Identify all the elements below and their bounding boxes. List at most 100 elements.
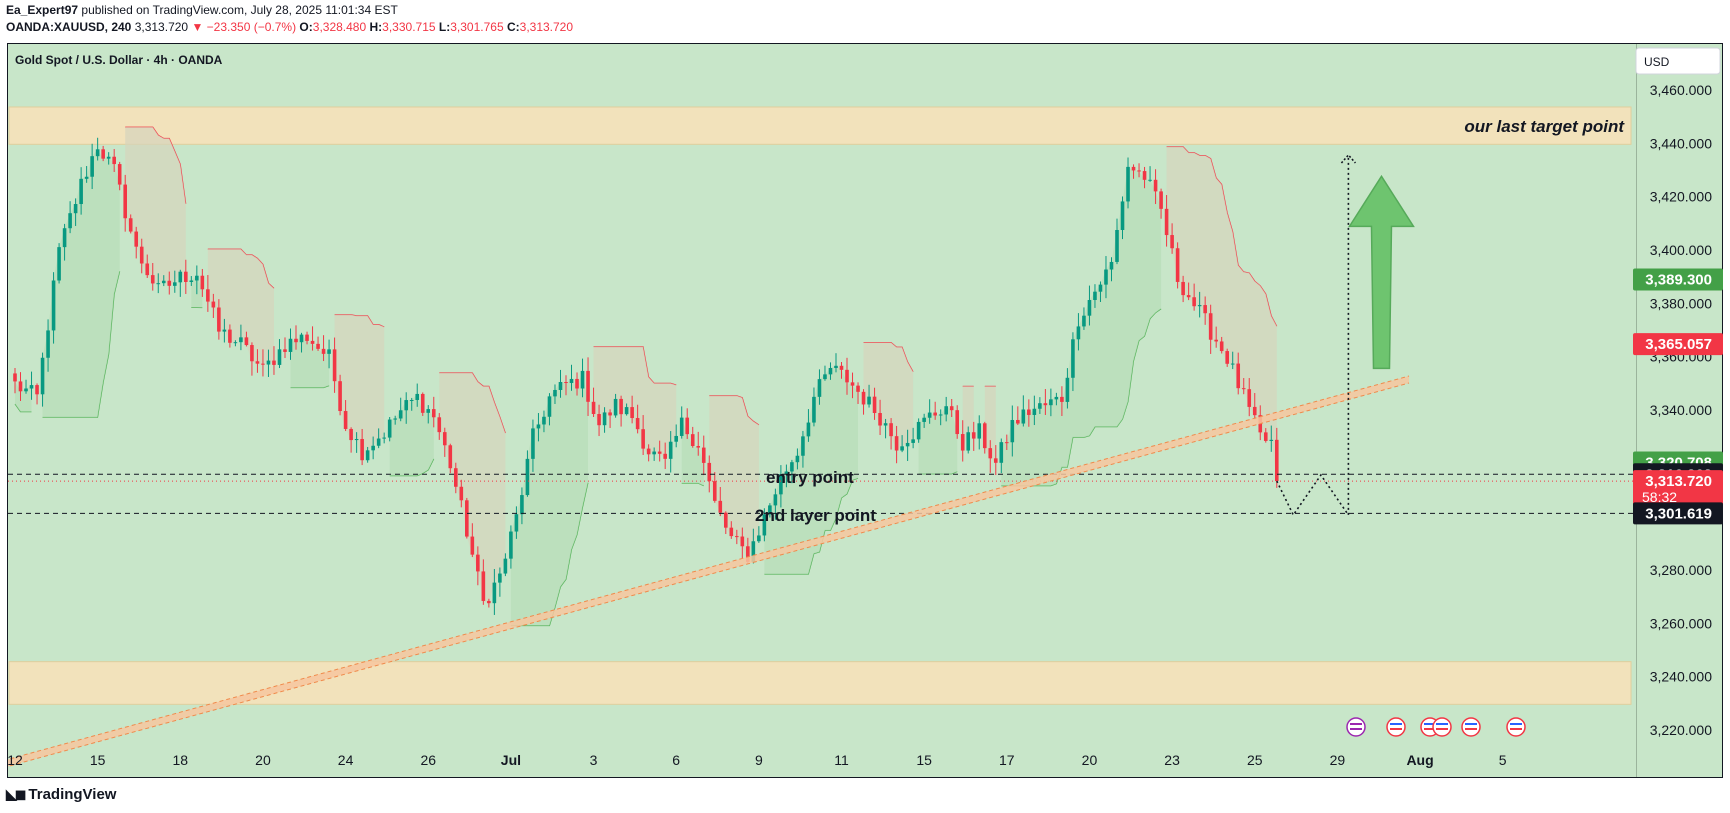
candle[interactable] xyxy=(1263,428,1268,443)
candle[interactable] xyxy=(613,393,618,418)
candle-body[interactable] xyxy=(376,438,381,446)
candle[interactable] xyxy=(200,268,205,297)
candle-body[interactable] xyxy=(426,409,431,413)
candle-body[interactable] xyxy=(1016,419,1020,424)
candle-body[interactable] xyxy=(624,407,629,415)
candle[interactable] xyxy=(327,339,331,369)
candle-body[interactable] xyxy=(1109,261,1114,270)
candle[interactable] xyxy=(608,409,612,428)
candle[interactable] xyxy=(266,349,271,377)
candle-body[interactable] xyxy=(261,363,265,365)
candle-body[interactable] xyxy=(966,432,971,451)
candle-body[interactable] xyxy=(338,381,342,412)
candle[interactable] xyxy=(823,365,827,381)
candle-body[interactable] xyxy=(641,429,645,449)
candle[interactable] xyxy=(1208,304,1213,354)
candle[interactable] xyxy=(178,269,183,297)
candle-body[interactable] xyxy=(310,340,315,344)
candle[interactable] xyxy=(167,271,172,295)
candle-body[interactable] xyxy=(1137,170,1141,172)
candle[interactable] xyxy=(1225,348,1229,367)
candle-body[interactable] xyxy=(299,334,304,343)
candle-body[interactable] xyxy=(288,338,293,352)
candle-body[interactable] xyxy=(13,373,17,382)
candle[interactable] xyxy=(360,428,364,466)
candle[interactable] xyxy=(867,384,871,408)
candle[interactable] xyxy=(712,472,717,503)
candle-body[interactable] xyxy=(960,434,965,451)
candle[interactable] xyxy=(1175,242,1180,289)
candle-body[interactable] xyxy=(1065,377,1070,402)
candle-body[interactable] xyxy=(602,412,607,426)
candle-body[interactable] xyxy=(1153,179,1158,192)
candle[interactable] xyxy=(1071,332,1075,392)
candle[interactable] xyxy=(1005,434,1009,451)
candle-body[interactable] xyxy=(239,337,243,343)
candle-body[interactable] xyxy=(723,512,728,528)
candle-body[interactable] xyxy=(525,458,530,496)
candle[interactable] xyxy=(718,486,723,517)
candle[interactable] xyxy=(1043,388,1048,415)
candle[interactable] xyxy=(988,440,993,473)
candle-body[interactable] xyxy=(1197,305,1202,307)
candle[interactable] xyxy=(1181,275,1185,303)
candle[interactable] xyxy=(354,432,359,453)
candle[interactable] xyxy=(184,259,188,294)
candle-body[interactable] xyxy=(707,462,712,482)
candle[interactable] xyxy=(498,567,502,597)
candle-body[interactable] xyxy=(106,156,111,159)
candle[interactable] xyxy=(1115,218,1119,265)
candle[interactable] xyxy=(630,395,634,424)
candle[interactable] xyxy=(735,529,739,545)
candle-body[interactable] xyxy=(740,536,745,547)
candle-body[interactable] xyxy=(189,280,194,282)
candle-body[interactable] xyxy=(828,367,833,375)
candle-body[interactable] xyxy=(459,486,464,501)
candle[interactable] xyxy=(51,272,56,344)
candle[interactable] xyxy=(128,214,133,234)
dividend-event-icon[interactable] xyxy=(1346,717,1366,737)
candle[interactable] xyxy=(564,375,568,396)
candle[interactable] xyxy=(1104,256,1108,299)
candle[interactable] xyxy=(894,425,899,464)
candle[interactable] xyxy=(24,379,28,394)
candle-body[interactable] xyxy=(553,389,557,397)
candle-body[interactable] xyxy=(988,448,993,459)
candle[interactable] xyxy=(1247,378,1252,417)
candle[interactable] xyxy=(1076,313,1081,351)
candle[interactable] xyxy=(801,430,805,468)
candle[interactable] xyxy=(938,409,943,426)
candle-body[interactable] xyxy=(382,437,386,439)
candle-body[interactable] xyxy=(349,428,353,441)
candle[interactable] xyxy=(591,387,596,418)
candle-body[interactable] xyxy=(773,494,778,506)
us-economic-event-icon[interactable] xyxy=(1386,717,1406,737)
candle-body[interactable] xyxy=(856,385,860,392)
candle-body[interactable] xyxy=(547,396,552,417)
candle[interactable] xyxy=(509,525,513,569)
candle[interactable] xyxy=(195,265,199,295)
candle-body[interactable] xyxy=(62,228,67,248)
candle[interactable] xyxy=(779,465,783,508)
candle-body[interactable] xyxy=(1241,388,1246,390)
candle-body[interactable] xyxy=(95,149,100,157)
candle[interactable] xyxy=(487,598,491,608)
candle-body[interactable] xyxy=(977,423,982,439)
candle[interactable] xyxy=(316,336,320,351)
candle[interactable] xyxy=(288,328,293,360)
candle[interactable] xyxy=(470,523,475,558)
candle[interactable] xyxy=(46,319,50,372)
candle-body[interactable] xyxy=(795,455,800,463)
candle[interactable] xyxy=(123,174,127,232)
candle[interactable] xyxy=(409,397,414,411)
candle[interactable] xyxy=(845,357,849,395)
candle[interactable] xyxy=(701,435,706,476)
candle[interactable] xyxy=(1126,157,1130,209)
candle[interactable] xyxy=(492,568,497,615)
candle-body[interactable] xyxy=(812,396,816,423)
candle-body[interactable] xyxy=(1164,208,1169,236)
candle[interactable] xyxy=(206,275,210,312)
us-economic-event-icon[interactable] xyxy=(1506,717,1526,737)
candle[interactable] xyxy=(597,404,601,437)
candle[interactable] xyxy=(95,137,100,161)
